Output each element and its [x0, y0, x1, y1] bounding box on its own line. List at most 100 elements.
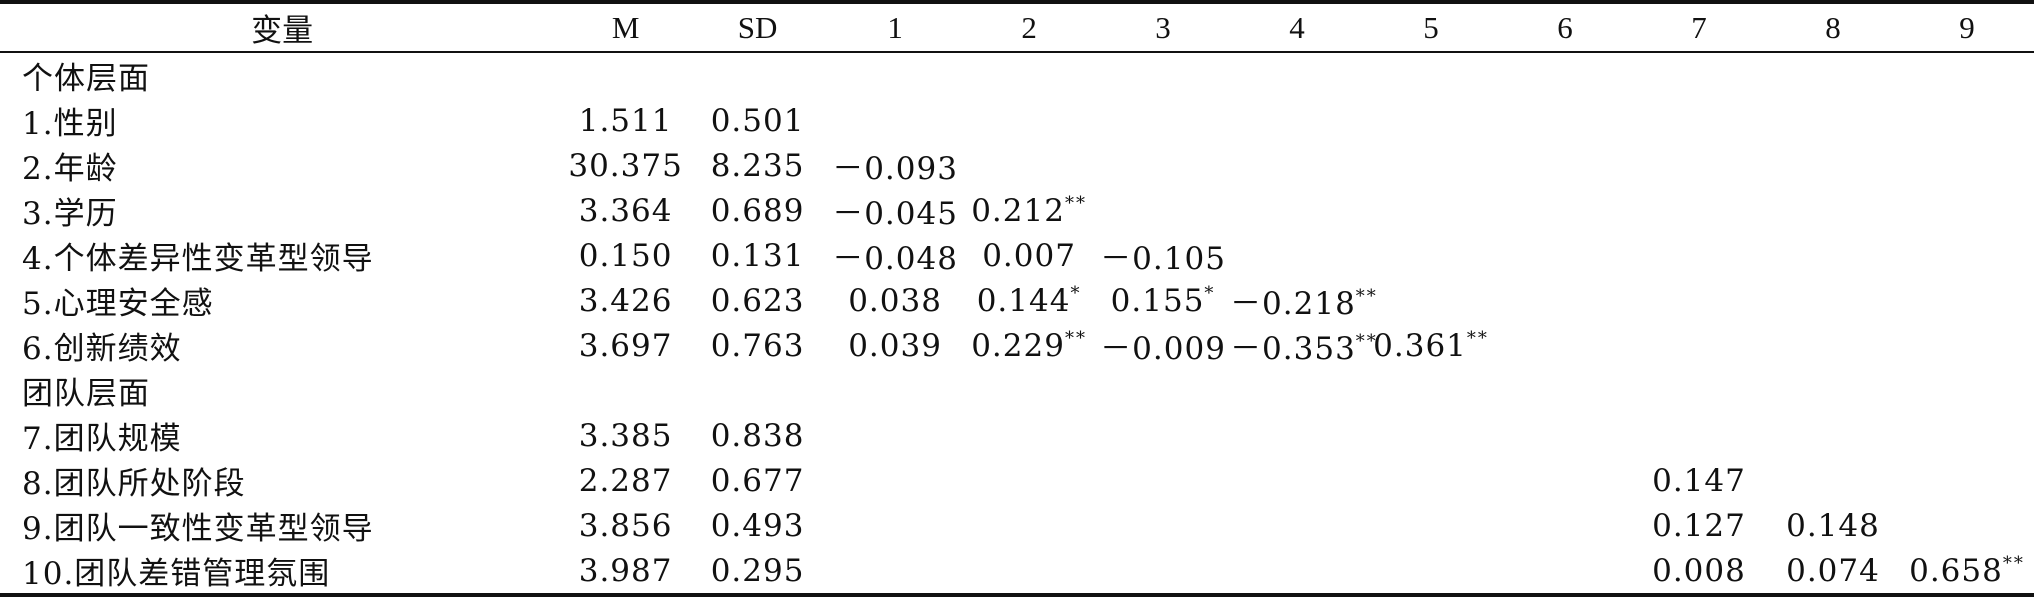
value-cell: [1766, 278, 1900, 323]
value-cell: [828, 503, 962, 548]
value-cell: 0.038: [828, 278, 962, 323]
value-cell: 0.007: [962, 233, 1096, 278]
value-cell: [1498, 323, 1632, 368]
empty-cell: [564, 52, 687, 98]
value-cell: 0.689: [687, 188, 828, 233]
significance-mark: *: [1204, 282, 1216, 304]
value-cell: 1.511: [564, 98, 687, 143]
variable-label: 4.个体差异性变革型领导: [22, 241, 374, 277]
cell-value: 0.658: [1909, 552, 2003, 589]
cell-value: 0.074: [1786, 552, 1880, 589]
cell-value: 0.212: [971, 192, 1065, 229]
header-cell-2: 2: [962, 0, 1097, 53]
cell-value: 3.385: [578, 417, 673, 454]
cell-value: 0.131: [710, 237, 805, 274]
cell-value: 3.364: [578, 192, 673, 229]
value-cell: [1096, 143, 1230, 188]
table-row: 4.个体差异性变革型领导 0.150 0.131 －0.048 0.007 －0.105: [0, 233, 2034, 278]
empty-cell: [1364, 368, 1498, 413]
cell-value: 0.763: [710, 327, 805, 364]
value-cell: －0.045: [828, 188, 962, 233]
value-cell: [828, 413, 962, 458]
value-cell: [1096, 548, 1231, 597]
value-cell: 0.623: [687, 278, 828, 323]
empty-cell: [962, 368, 1096, 413]
variable-label: 6.创新绩效: [22, 331, 182, 367]
value-cell: [1498, 503, 1632, 548]
value-cell: [1900, 413, 2034, 458]
header-cell-mean: M: [564, 0, 688, 53]
cell-value: 0.677: [710, 462, 805, 499]
value-cell: 3.364: [564, 188, 687, 233]
value-cell: [1632, 98, 1766, 143]
value-cell: [1632, 323, 1766, 368]
value-cell: 3.697: [564, 323, 687, 368]
value-cell: －0.048: [828, 233, 962, 278]
cell-value: －0.105: [1100, 241, 1226, 277]
table-row: 1.性别 1.511 0.501: [0, 98, 2034, 143]
value-cell: [1096, 98, 1230, 143]
cell-value: －0.009: [1100, 331, 1226, 367]
value-cell: 0.763: [687, 323, 828, 368]
significance-mark: **: [2002, 552, 2025, 574]
value-cell: [1498, 98, 1632, 143]
value-cell: [1230, 458, 1364, 503]
value-cell: [1498, 188, 1632, 233]
table-row: 8.团队所处阶段 2.287 0.677 0.147: [0, 458, 2034, 503]
value-cell: 30.375: [564, 143, 687, 188]
cell-value: 0.127: [1652, 507, 1746, 544]
empty-cell: [828, 368, 962, 413]
table-row: 3.学历 3.364 0.689 －0.045 0.212**: [0, 188, 2034, 233]
value-cell: [1498, 548, 1632, 597]
value-cell: 3.856: [564, 503, 687, 548]
cell-value: 0.501: [710, 102, 805, 139]
header-cell-3: 3: [1096, 0, 1231, 53]
value-cell: [1364, 458, 1498, 503]
value-cell: 0.212**: [962, 188, 1096, 233]
significance-mark: **: [1064, 192, 1087, 214]
cell-value: 3.426: [578, 282, 673, 319]
value-cell: 0.150: [564, 233, 687, 278]
cell-value: 0.147: [1652, 462, 1746, 499]
value-cell: －0.009: [1096, 323, 1230, 368]
value-cell: [1900, 503, 2034, 548]
cell-value: 0.838: [710, 417, 805, 454]
cell-value: 3.987: [578, 552, 673, 589]
value-cell: [828, 458, 962, 503]
cell-value: 0.493: [710, 507, 805, 544]
empty-cell: [564, 368, 687, 413]
value-cell: [962, 143, 1096, 188]
value-cell: －0.218**: [1230, 278, 1376, 323]
significance-mark: **: [1064, 327, 1087, 349]
value-cell: [1498, 233, 1632, 278]
section-row: 个体层面: [0, 52, 2034, 98]
cell-value: 0.361: [1373, 327, 1467, 364]
value-cell: 0.361**: [1364, 323, 1498, 368]
value-cell: 0.229**: [962, 323, 1096, 368]
value-cell: [1766, 188, 1900, 233]
value-cell: －0.353**: [1230, 323, 1376, 368]
empty-cell: [1096, 52, 1230, 98]
value-cell: [1498, 458, 1632, 503]
value-cell: [1632, 143, 1766, 188]
value-cell: [1900, 143, 2034, 188]
value-cell: [1230, 233, 1364, 278]
header-cell-sd: SD: [687, 0, 829, 53]
cell-value: 1.511: [578, 102, 673, 139]
empty-cell: [1498, 52, 1632, 98]
value-cell: [1364, 98, 1498, 143]
cell-value: 0.155: [1110, 282, 1205, 319]
table-row: 6.创新绩效 3.697 0.763 0.039 0.229** －0.009 －0.353…: [0, 323, 2034, 368]
value-cell: [1230, 188, 1364, 233]
table-row: 9.团队一致性变革型领导 3.856 0.493 0.127 0.148: [0, 503, 2034, 548]
cell-value: 0.039: [848, 327, 942, 364]
value-cell: [1632, 188, 1766, 233]
empty-cell: [1766, 52, 1900, 98]
empty-cell: [828, 52, 962, 98]
cell-value: －0.093: [832, 151, 958, 187]
significance-mark: **: [1355, 286, 1378, 307]
variable-label: 7.团队规模: [22, 421, 182, 457]
empty-cell: [687, 52, 828, 98]
value-cell: [1766, 413, 1900, 458]
